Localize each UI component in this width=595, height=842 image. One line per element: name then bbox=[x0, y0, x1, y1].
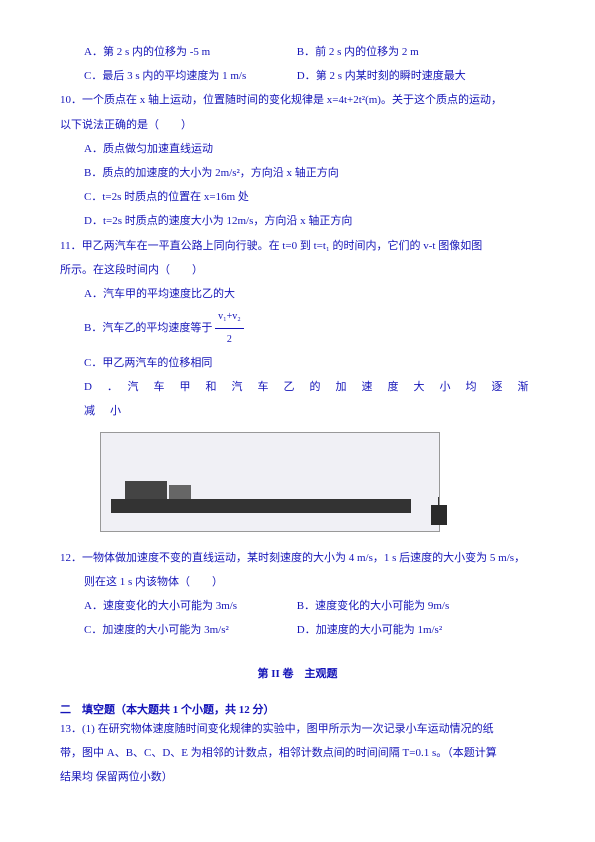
q12-opt-b: B．速度变化的大小可能为 9m/s bbox=[297, 594, 449, 618]
q10-opt-a: A．质点做匀加速直线运动 bbox=[60, 137, 535, 161]
q10-stem: 10．一个质点在 x 轴上运动，位置随时间的变化规律是 x=4t+2t²(m)。… bbox=[60, 88, 535, 112]
q11-opt-d: D ． 汽 车 甲 和 汽 车 乙 的 加 速 度 大 小 均 逐 渐 减 小 bbox=[60, 375, 535, 423]
q11-stem1: 11．甲乙两汽车在一平直公路上同向行驶。在 t=0 到 t=t₁ 的时间内，它们… bbox=[60, 234, 535, 258]
cart-holder bbox=[125, 481, 167, 499]
q9-opt-d: D．第 2 s 内某时刻的瞬时速度最大 bbox=[297, 64, 466, 88]
section2-heading: 二 填空题（本大题共 1 个小题，共 12 分） bbox=[60, 701, 535, 717]
weight bbox=[431, 505, 447, 525]
q10-opt-b: B．质点的加速度的大小为 2m/s²，方向沿 x 轴正方向 bbox=[60, 161, 535, 185]
frac-num: v₁+v₂ bbox=[215, 306, 244, 329]
q12-opt-c: C．加速度的大小可能为 3m/s² bbox=[84, 618, 294, 642]
q9-opt-a: A．第 2 s 内的位移为 -5 m bbox=[84, 40, 294, 64]
q11-opt-b: B．汽车乙的平均速度等于 v₁+v₂ 2 bbox=[60, 306, 535, 351]
q11-opt-a: A．汽车甲的平均速度比乙的大 bbox=[60, 282, 535, 306]
fraction: v₁+v₂ 2 bbox=[215, 306, 244, 351]
q11-opt-c: C．甲乙两汽车的位移相同 bbox=[60, 351, 535, 375]
track bbox=[111, 499, 411, 513]
q10-sub: 以下说法正确的是（ ） bbox=[60, 113, 535, 137]
q11-opt-b-pre: B．汽车乙的平均速度等于 bbox=[84, 322, 215, 334]
q12-opt-d: D．加速度的大小可能为 1m/s² bbox=[297, 618, 442, 642]
cart bbox=[169, 485, 191, 499]
q12-opt-a: A．速度变化的大小可能为 3m/s bbox=[84, 594, 294, 618]
q13-l1: 13．(1) 在研究物体速度随时间变化规律的实验中，图甲所示为一次记录小车运动情… bbox=[60, 717, 535, 741]
q9-opt-b: B．前 2 s 内的位移为 2 m bbox=[297, 40, 419, 64]
q9-opt-c: C．最后 3 s 内的平均速度为 1 m/s bbox=[84, 64, 294, 88]
experiment-diagram bbox=[100, 432, 440, 532]
q10-opt-d: D．t=2s 时质点的速度大小为 12m/s，方向沿 x 轴正方向 bbox=[60, 209, 535, 233]
q12-sub: 则在这 1 s 内该物体（ ） bbox=[60, 570, 535, 594]
q13-l2: 带，图中 A、B、C、D、E 为相邻的计数点，相邻计数点间的时间间隔 T=0.1… bbox=[60, 741, 535, 765]
frac-den: 2 bbox=[215, 329, 244, 351]
part2-title: 第 II 卷 主观题 bbox=[60, 662, 535, 686]
q11-stem2: 所示。在这段时间内（ ） bbox=[60, 258, 535, 282]
q12-stem: 12．一物体做加速度不变的直线运动，某时刻速度的大小为 4 m/s，1 s 后速… bbox=[60, 546, 535, 570]
q10-opt-c: C．t=2s 时质点的位置在 x=16m 处 bbox=[60, 185, 535, 209]
q13-l3: 结果均 保留两位小数） bbox=[60, 765, 535, 789]
